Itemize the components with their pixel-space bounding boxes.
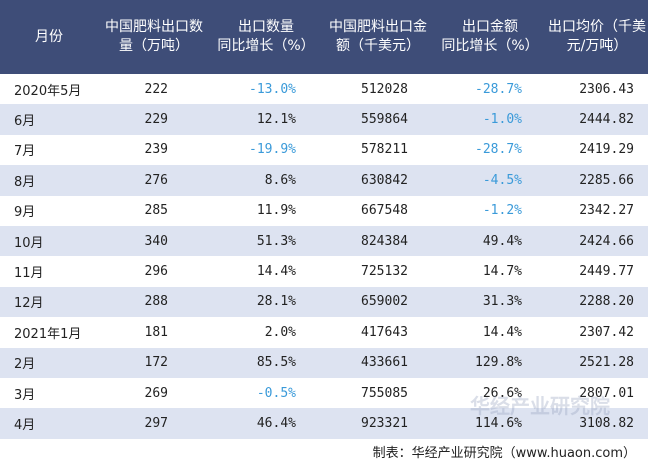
cell-average-price: 2449.77 [579,264,634,280]
cell-export-amount: 417643 [361,324,408,340]
cell-average-price: 2306.43 [579,81,634,97]
cell-quantity-yoy: 8.6% [264,172,296,188]
cell-export-amount: 630842 [361,172,408,188]
cell-average-price: 3108.82 [579,415,634,431]
table-row: 4月 297 46.4% 923321 114.6% 3108.82 [0,408,648,439]
cell-amount-yoy: -1.2% [482,203,522,219]
cell-amount-yoy: 49.4% [482,233,522,249]
table-row: 8月 276 8.6% 630842 -4.5% 2285.66 [0,165,648,196]
cell-average-price: 2521.28 [579,355,634,371]
table-row: 2021年1月 181 2.0% 417643 14.4% 2307.42 [0,317,648,348]
table-row: 12月 288 28.1% 659002 31.3% 2288.20 [0,286,648,318]
cell-amount-yoy: -28.7% [475,142,522,158]
cell-export-quantity: 288 [144,294,168,310]
cell-quantity-yoy: 2.0% [264,324,296,340]
cell-quantity-yoy: 14.4% [256,264,296,280]
cell-export-quantity: 172 [144,355,168,371]
cell-export-amount: 512028 [361,81,408,97]
header-amount-yoy: 出口金额 同比增长（%） [441,19,539,54]
cell-average-price: 2307.42 [579,324,634,340]
cell-export-quantity: 222 [144,81,168,97]
table-row: 3月 269 -0.5% 755085 26.6% 2807.01 [0,377,648,409]
cell-export-amount: 725132 [361,264,408,280]
cell-quantity-yoy: 28.1% [256,294,296,310]
cell-quantity-yoy: 46.4% [256,415,296,431]
cell-average-price: 2424.66 [579,233,634,249]
table-row: 9月 285 11.9% 667548 -1.2% 2342.27 [0,195,648,226]
cell-export-amount: 824384 [361,233,408,249]
cell-export-amount: 667548 [361,203,408,219]
cell-amount-yoy: 114.6% [475,415,522,431]
cell-quantity-yoy: 11.9% [256,203,296,219]
cell-month: 3月 [14,387,36,403]
cell-month: 10月 [14,235,44,251]
cell-month: 7月 [14,144,36,160]
cell-month: 2021年1月 [14,326,82,342]
cell-amount-yoy: -28.7% [475,81,522,97]
table-body: 2020年5月 222 -13.0% 512028 -28.7% 2306.43 6月 229… [0,74,648,439]
cell-quantity-yoy: 12.1% [256,112,296,128]
cell-month: 12月 [14,296,44,312]
cell-export-quantity: 297 [144,415,168,431]
table-row: 10月 340 51.3% 824384 49.4% 2424.66 [0,225,648,257]
cell-quantity-yoy: 85.5% [256,355,296,371]
cell-export-quantity: 269 [144,385,168,401]
cell-amount-yoy: 14.4% [482,324,522,340]
cell-month: 2020年5月 [14,83,82,99]
header-export-quantity: 中国肥料出口数 量（万吨） [105,19,203,54]
cell-export-quantity: 229 [144,112,168,128]
header-quantity-yoy: 出口数量 同比增长（%） [217,19,315,54]
cell-export-quantity: 296 [144,264,168,280]
cell-amount-yoy: 129.8% [475,355,522,371]
cell-export-quantity: 340 [144,233,168,249]
cell-amount-yoy: -1.0% [482,112,522,128]
cell-average-price: 2288.20 [579,294,634,310]
table-row: 2020年5月 222 -13.0% 512028 -28.7% 2306.43 [0,74,648,105]
cell-amount-yoy: 31.3% [482,294,522,310]
cell-month: 6月 [14,114,36,130]
cell-average-price: 2419.29 [579,142,634,158]
cell-amount-yoy: 26.6% [482,385,522,401]
cell-export-amount: 559864 [361,112,408,128]
cell-quantity-yoy: -19.9% [249,142,296,158]
cell-average-price: 2807.01 [579,385,634,401]
cell-quantity-yoy: 51.3% [256,233,296,249]
cell-export-amount: 578211 [361,142,408,158]
cell-month: 8月 [14,174,36,190]
cell-average-price: 2342.27 [579,203,634,219]
table-footer-source: 制表：华经产业研究院（www.huaon.com） [372,446,636,461]
table-row: 6月 229 12.1% 559864 -1.0% 2444.82 [0,104,648,135]
cell-export-amount: 755085 [361,385,408,401]
table-row: 11月 296 14.4% 725132 14.7% 2449.77 [0,256,648,287]
table-header: 月份 中国肥料出口数 量（万吨） 出口数量 同比增长（%） 中国肥料出口金 额（千美元… [0,0,648,74]
cell-month: 4月 [14,417,36,433]
cell-export-quantity: 181 [144,324,168,340]
cell-quantity-yoy: -13.0% [249,81,296,97]
cell-export-amount: 433661 [361,355,408,371]
cell-quantity-yoy: -0.5% [256,385,296,401]
cell-export-quantity: 276 [144,172,168,188]
cell-month: 2月 [14,357,36,373]
data-table: 月份 中国肥料出口数 量（万吨） 出口数量 同比增长（%） 中国肥料出口金 额（千美元… [0,0,648,439]
cell-amount-yoy: -4.5% [482,172,522,188]
header-month: 月份 [35,28,63,45]
cell-export-quantity: 285 [144,203,168,219]
cell-export-amount: 923321 [361,415,408,431]
table-row: 7月 239 -19.9% 578211 -28.7% 2419.29 [0,134,648,166]
cell-month: 9月 [14,205,36,221]
header-export-amount: 中国肥料出口金 额（千美元） [329,19,427,54]
table-row: 2月 172 85.5% 433661 129.8% 2521.28 [0,347,648,378]
header-average-price: 出口均价（千美 元/万吨） [548,19,646,54]
cell-export-quantity: 239 [144,142,168,158]
cell-month: 11月 [14,266,44,282]
cell-average-price: 2285.66 [579,172,634,188]
cell-export-amount: 659002 [361,294,408,310]
cell-amount-yoy: 14.7% [482,264,522,280]
cell-average-price: 2444.82 [579,112,634,128]
